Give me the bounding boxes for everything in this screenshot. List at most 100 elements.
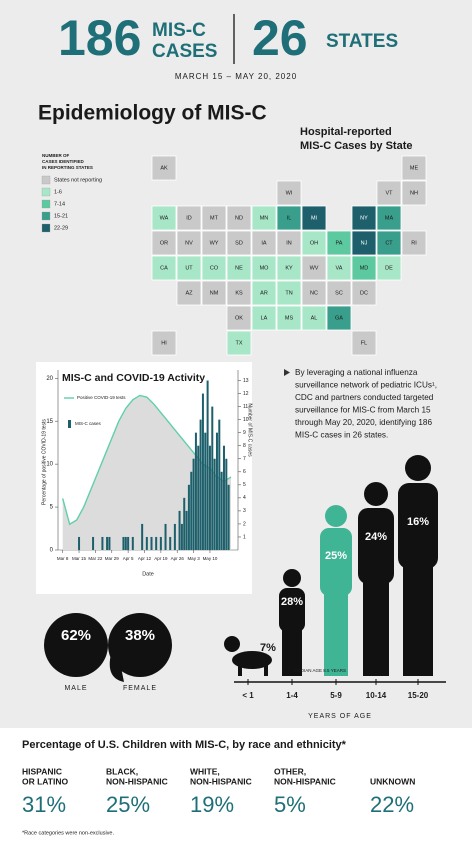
bar [215, 432, 218, 550]
state-label: AR [260, 290, 268, 296]
y2-tick-label: 1 [243, 534, 246, 540]
state-label: SC [335, 290, 343, 296]
age-percent: 7% [260, 642, 276, 654]
state-label: PA [336, 240, 343, 246]
y2-tick-label: 11 [243, 404, 248, 410]
state-label: CT [385, 240, 393, 246]
state [276, 255, 302, 281]
state-label: WA [160, 215, 169, 221]
state [276, 230, 302, 256]
state-label: NY [360, 215, 368, 221]
y2-tick-label: 9 [243, 430, 246, 436]
bar [204, 432, 207, 550]
bar [187, 484, 190, 550]
state-label: MT [210, 215, 219, 221]
silhouette [358, 508, 394, 584]
legend-swatch [41, 211, 51, 221]
bar [199, 419, 202, 550]
y2-axis-label: Number of MIS-C cases [247, 403, 253, 457]
race-percent: 19% [190, 792, 234, 817]
bar [145, 536, 148, 550]
state-label: KY [285, 265, 293, 271]
state-label: ND [235, 215, 243, 221]
state-label: SD [235, 240, 243, 246]
state-label: MN [260, 215, 269, 221]
state-label: DE [385, 265, 393, 271]
race-label: WHITE, [190, 766, 220, 776]
y2-tick-label: 8 [243, 443, 246, 449]
state [351, 330, 377, 356]
map-title: MIS-C Cases by State [300, 140, 412, 152]
silhouette [324, 590, 348, 676]
state-label: FL [361, 340, 367, 346]
summary-line: By leveraging a national influenza [295, 368, 418, 377]
legend-swatch [41, 199, 51, 209]
legend-swatch [41, 187, 51, 197]
x-tick-label: Mar 15 [72, 556, 87, 561]
sex-percent: 38% [125, 627, 155, 644]
state [226, 230, 252, 256]
bar [122, 536, 125, 550]
state-label: ME [410, 165, 419, 171]
bar [131, 536, 134, 550]
silhouette [279, 588, 305, 632]
x-tick-label: Apr 5 [123, 556, 134, 561]
y2-tick-label: 10 [243, 417, 249, 423]
state [376, 255, 402, 281]
state-label: HI [161, 340, 167, 346]
legend-label: 15-21 [54, 213, 68, 219]
state [226, 280, 252, 306]
age-axis-label: YEARS OF AGE [308, 713, 372, 720]
y-tick-label: 20 [46, 376, 53, 382]
race-percent: 22% [370, 792, 414, 817]
race-label: HISPANIC [22, 766, 62, 776]
y-tick-label: 10 [46, 462, 53, 468]
bar [201, 393, 204, 550]
state-label: GA [335, 315, 343, 321]
y2-tick-label: 12 [243, 391, 249, 397]
state-label: AZ [185, 290, 193, 296]
state [301, 230, 327, 256]
bar [169, 536, 172, 550]
state-label: IL [287, 215, 292, 221]
state [326, 230, 352, 256]
age-label: < 1 [242, 691, 254, 700]
race-label: NON-HISPANIC [190, 776, 252, 786]
map-title: Hospital-reported [300, 126, 392, 138]
state [226, 205, 252, 231]
state-label: WY [210, 240, 219, 246]
state [201, 255, 227, 281]
date-range: MARCH 15 – MAY 20, 2020 [175, 72, 297, 81]
bar [185, 510, 188, 550]
silhouette [364, 482, 388, 506]
bar [211, 406, 214, 550]
bar [101, 536, 104, 550]
age-label: 15-20 [408, 691, 429, 700]
state [201, 230, 227, 256]
state [401, 230, 427, 256]
silhouette [363, 580, 389, 676]
state [251, 255, 277, 281]
state [326, 280, 352, 306]
silhouette [238, 662, 242, 676]
state-label: NM [210, 290, 219, 296]
legend-title: IN REPORTING STATES [42, 165, 93, 170]
x-tick-label: Apr 12 [138, 556, 152, 561]
state [176, 255, 202, 281]
legend-title: NUMBER OF [42, 153, 69, 158]
chart: MIS-C and COVID-19 Activity0510152012345… [41, 370, 253, 577]
state-label: VT [385, 190, 393, 196]
x-tick-label: May 10 [203, 556, 218, 561]
state-label: TN [285, 290, 292, 296]
y2-tick-label: 13 [243, 378, 249, 384]
state [251, 305, 277, 331]
state [251, 205, 277, 231]
state [301, 305, 327, 331]
y2-tick-label: 4 [243, 495, 246, 501]
bar [127, 536, 130, 550]
state [201, 205, 227, 231]
bar [92, 536, 95, 550]
state [301, 280, 327, 306]
race-percent: 31% [22, 792, 66, 817]
